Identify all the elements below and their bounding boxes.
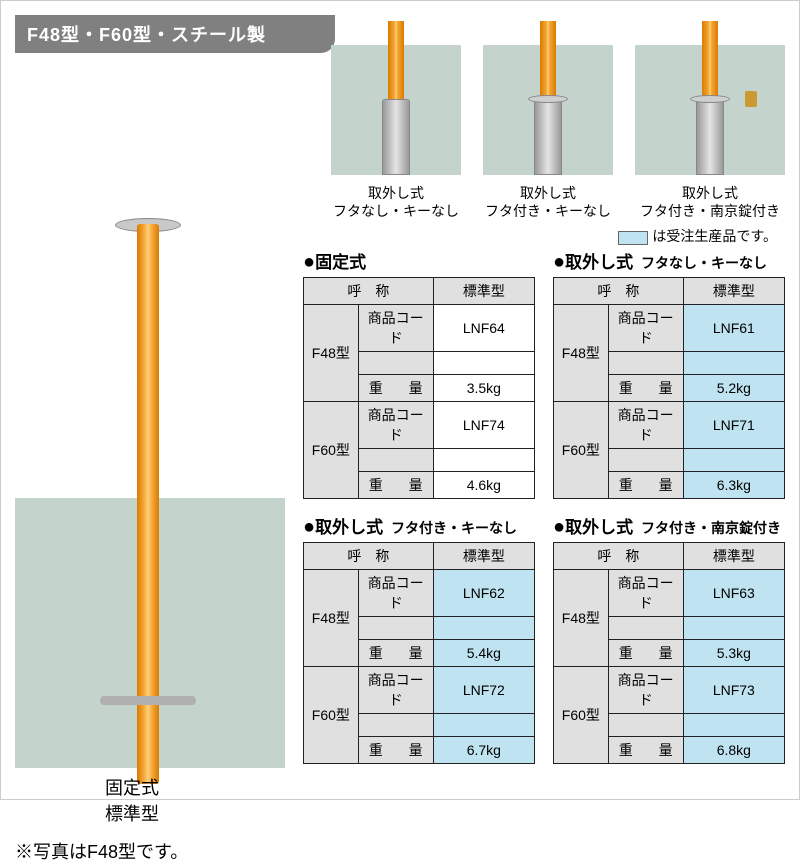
empty-label xyxy=(608,352,683,375)
code-label: 商品コード xyxy=(608,570,683,617)
model-cell: F48型 xyxy=(554,570,609,667)
legend-swatch xyxy=(618,231,648,245)
weight-label: 重 量 xyxy=(608,640,683,667)
col-standard: 標準型 xyxy=(433,543,534,570)
weight-label: 重 量 xyxy=(358,472,433,499)
model-cell: F48型 xyxy=(304,570,359,667)
spec-table: ●取外し式 フタ付き・キーなし 呼 称 標準型 F48型 商品コード LNF62… xyxy=(303,513,535,764)
weight-label: 重 量 xyxy=(608,472,683,499)
empty-label xyxy=(608,714,683,737)
weight-value: 5.3kg xyxy=(683,640,784,667)
model-cell: F60型 xyxy=(554,402,609,499)
col-name: 呼 称 xyxy=(304,543,434,570)
code-value: LNF62 xyxy=(433,570,534,617)
code-label: 商品コード xyxy=(608,305,683,352)
model-cell: F48型 xyxy=(304,305,359,402)
code-label: 商品コード xyxy=(358,305,433,352)
table-title: ●固定式 xyxy=(303,248,535,274)
code-value: LNF64 xyxy=(433,305,534,352)
weight-value: 6.8kg xyxy=(683,737,784,764)
model-cell: F60型 xyxy=(304,402,359,499)
col-name: 呼 称 xyxy=(304,278,434,305)
empty-value xyxy=(683,352,784,375)
code-label: 商品コード xyxy=(608,667,683,714)
empty-label xyxy=(358,714,433,737)
table-title: ●取外し式 フタ付き・キーなし xyxy=(303,513,535,539)
spec-table-grid: 呼 称 標準型 F48型 商品コード LNF64 重 量 3.5kg F60型 … xyxy=(303,277,535,499)
col-standard: 標準型 xyxy=(433,278,534,305)
spec-table: ●取外し式 フタなし・キーなし 呼 称 標準型 F48型 商品コード LNF61… xyxy=(553,248,785,499)
empty-value xyxy=(683,714,784,737)
thumb-2: 取外し式 フタ付き・キーなし xyxy=(483,45,613,220)
code-value: LNF74 xyxy=(433,402,534,449)
code-value: LNF63 xyxy=(683,570,784,617)
legend-text: は受注生産品です。 xyxy=(652,228,777,244)
col-standard: 標準型 xyxy=(683,543,784,570)
weight-value: 4.6kg xyxy=(433,472,534,499)
main-caption-2: 標準型 xyxy=(105,804,159,824)
weight-label: 重 量 xyxy=(608,375,683,402)
col-standard: 標準型 xyxy=(683,278,784,305)
weight-label: 重 量 xyxy=(358,737,433,764)
weight-label: 重 量 xyxy=(358,640,433,667)
code-value: LNF72 xyxy=(433,667,534,714)
empty-label xyxy=(358,352,433,375)
col-name: 呼 称 xyxy=(554,278,684,305)
empty-value xyxy=(433,714,534,737)
empty-value xyxy=(683,617,784,640)
top-row: 取外し式 フタなし・キーなし 取外し式 フタ付き・キーなし xyxy=(15,53,785,220)
thumb-3: 取外し式 フタ付き・南京錠付き xyxy=(635,45,785,220)
main-photo-area: 固定式 標準型 ※写真はF48型です。 xyxy=(15,248,303,764)
model-cell: F48型 xyxy=(554,305,609,402)
code-value: LNF71 xyxy=(683,402,784,449)
table-title: ●取外し式 フタ付き・南京錠付き xyxy=(553,513,785,539)
weight-value: 5.2kg xyxy=(683,375,784,402)
code-label: 商品コード xyxy=(358,667,433,714)
empty-label xyxy=(358,449,433,472)
thumb-3-line2: フタ付き・南京錠付き xyxy=(640,203,780,219)
code-value: LNF73 xyxy=(683,667,784,714)
model-header: F48型・F60型・スチール製 xyxy=(15,15,335,53)
thumb-2-line1: 取外し式 xyxy=(520,185,576,201)
model-cell: F60型 xyxy=(554,667,609,764)
weight-value: 5.4kg xyxy=(433,640,534,667)
main-caption-1: 固定式 xyxy=(105,778,159,798)
col-name: 呼 称 xyxy=(554,543,684,570)
main-note: ※写真はF48型です。 xyxy=(15,838,188,864)
thumb-1-line1: 取外し式 xyxy=(368,185,424,201)
weight-value: 6.7kg xyxy=(433,737,534,764)
empty-label xyxy=(608,617,683,640)
code-label: 商品コード xyxy=(358,570,433,617)
spec-table: ●取外し式 フタ付き・南京錠付き 呼 称 標準型 F48型 商品コード LNF6… xyxy=(553,513,785,764)
empty-value xyxy=(433,352,534,375)
thumbnail-row: 取外し式 フタなし・キーなし 取外し式 フタ付き・キーなし xyxy=(331,45,785,220)
spec-tables: ●固定式 呼 称 標準型 F48型 商品コード LNF64 重 量 3.5kg xyxy=(303,248,785,764)
thumb-1: 取外し式 フタなし・キーなし xyxy=(331,45,461,220)
thumb-2-line2: フタ付き・キーなし xyxy=(485,203,611,219)
spec-table: ●固定式 呼 称 標準型 F48型 商品コード LNF64 重 量 3.5kg xyxy=(303,248,535,499)
spec-table-grid: 呼 称 標準型 F48型 商品コード LNF63 重 量 5.3kg F60型 … xyxy=(553,542,785,764)
weight-label: 重 量 xyxy=(358,375,433,402)
weight-value: 3.5kg xyxy=(433,375,534,402)
code-label: 商品コード xyxy=(358,402,433,449)
empty-label xyxy=(358,617,433,640)
code-value: LNF61 xyxy=(683,305,784,352)
empty-value xyxy=(683,449,784,472)
spec-table-grid: 呼 称 標準型 F48型 商品コード LNF62 重 量 5.4kg F60型 … xyxy=(303,542,535,764)
empty-label xyxy=(608,449,683,472)
empty-value xyxy=(433,617,534,640)
thumb-3-line1: 取外し式 xyxy=(682,185,738,201)
spec-table-grid: 呼 称 標準型 F48型 商品コード LNF61 重 量 5.2kg F60型 … xyxy=(553,277,785,499)
empty-value xyxy=(433,449,534,472)
thumb-1-line2: フタなし・キーなし xyxy=(333,203,459,219)
code-label: 商品コード xyxy=(608,402,683,449)
table-title: ●取外し式 フタなし・キーなし xyxy=(553,248,785,274)
weight-value: 6.3kg xyxy=(683,472,784,499)
model-cell: F60型 xyxy=(304,667,359,764)
weight-label: 重 量 xyxy=(608,737,683,764)
